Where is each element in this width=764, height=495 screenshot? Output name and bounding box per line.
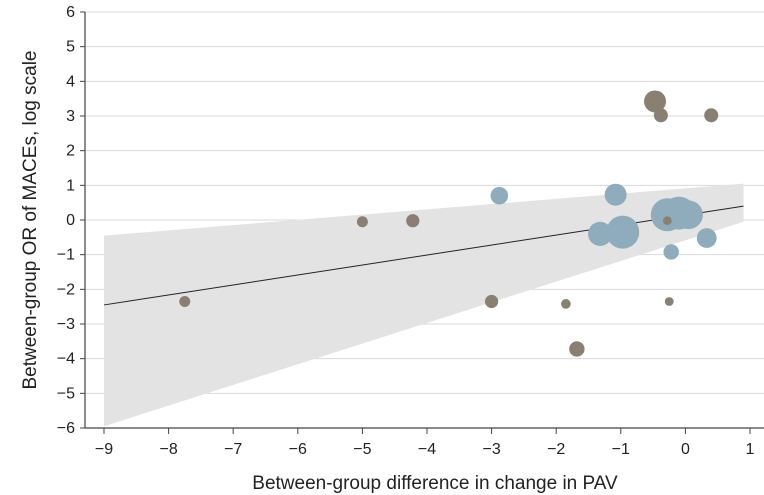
regression-line xyxy=(103,205,744,306)
confidence-band-layer xyxy=(104,183,744,427)
y-tick-label: −6 xyxy=(57,420,75,437)
data-point-blue xyxy=(696,228,717,248)
x-tick-label: −5 xyxy=(353,441,371,458)
data-point-brown xyxy=(662,216,672,226)
data-point-brown xyxy=(664,297,674,306)
y-tick-label: −5 xyxy=(57,385,75,402)
x-axis-title: Between-group difference in change in PA… xyxy=(252,473,618,494)
x-tick-label: −1 xyxy=(612,441,630,458)
y-tick-label: 0 xyxy=(66,212,75,229)
data-point-brown xyxy=(485,294,499,309)
y-tick-label: 1 xyxy=(66,177,75,194)
y-axis-title: Between-group OR of MACEs, log scale xyxy=(20,51,41,390)
y-tick-label: 2 xyxy=(66,143,75,160)
data-point-brown xyxy=(569,341,585,357)
data-point-brown xyxy=(561,299,571,309)
x-tick-label: −6 xyxy=(289,441,307,458)
tick-labels: −6 −5 −4 −3 −2 −1 0 1 2 3 4 5 6 −9 −8 −7 −6 −5 −4 −3 −2 −1 0 1 xyxy=(57,4,755,458)
y-tick-label: −4 xyxy=(57,351,75,368)
x-tick-label: −9 xyxy=(95,441,113,458)
axes xyxy=(80,11,764,434)
data-point-brown xyxy=(356,216,368,228)
data-point-brown xyxy=(406,214,420,228)
data-point-blue xyxy=(588,221,613,246)
data-points xyxy=(179,90,719,357)
x-tick-label: −7 xyxy=(224,441,242,458)
x-tick-label: 0 xyxy=(681,441,690,458)
confidence-band xyxy=(104,183,744,427)
data-point-blue xyxy=(663,244,679,260)
data-point-brown xyxy=(704,108,719,123)
regression-line-layer xyxy=(103,205,744,306)
y-tick-label: 6 xyxy=(66,4,75,21)
x-tick-label: 1 xyxy=(746,441,755,458)
data-point-brown xyxy=(644,90,667,113)
data-point-blue xyxy=(606,215,640,249)
data-point-blue xyxy=(490,186,509,205)
y-tick-label: −3 xyxy=(57,316,75,333)
x-tick-label: −8 xyxy=(159,441,177,458)
y-tick-label: 3 xyxy=(66,108,75,125)
y-tick-label: −1 xyxy=(57,247,75,264)
x-tick-label: −4 xyxy=(418,441,436,458)
y-tick-label: 5 xyxy=(66,39,75,56)
data-point-blue xyxy=(674,200,703,230)
data-point-blue xyxy=(604,183,627,206)
x-tick-label: −3 xyxy=(482,441,500,458)
y-tick-label: −2 xyxy=(57,281,75,298)
data-point-brown xyxy=(653,108,668,123)
x-tick-label: −2 xyxy=(547,441,565,458)
data-point-brown xyxy=(179,295,191,307)
y-tick-label: 4 xyxy=(66,73,75,90)
